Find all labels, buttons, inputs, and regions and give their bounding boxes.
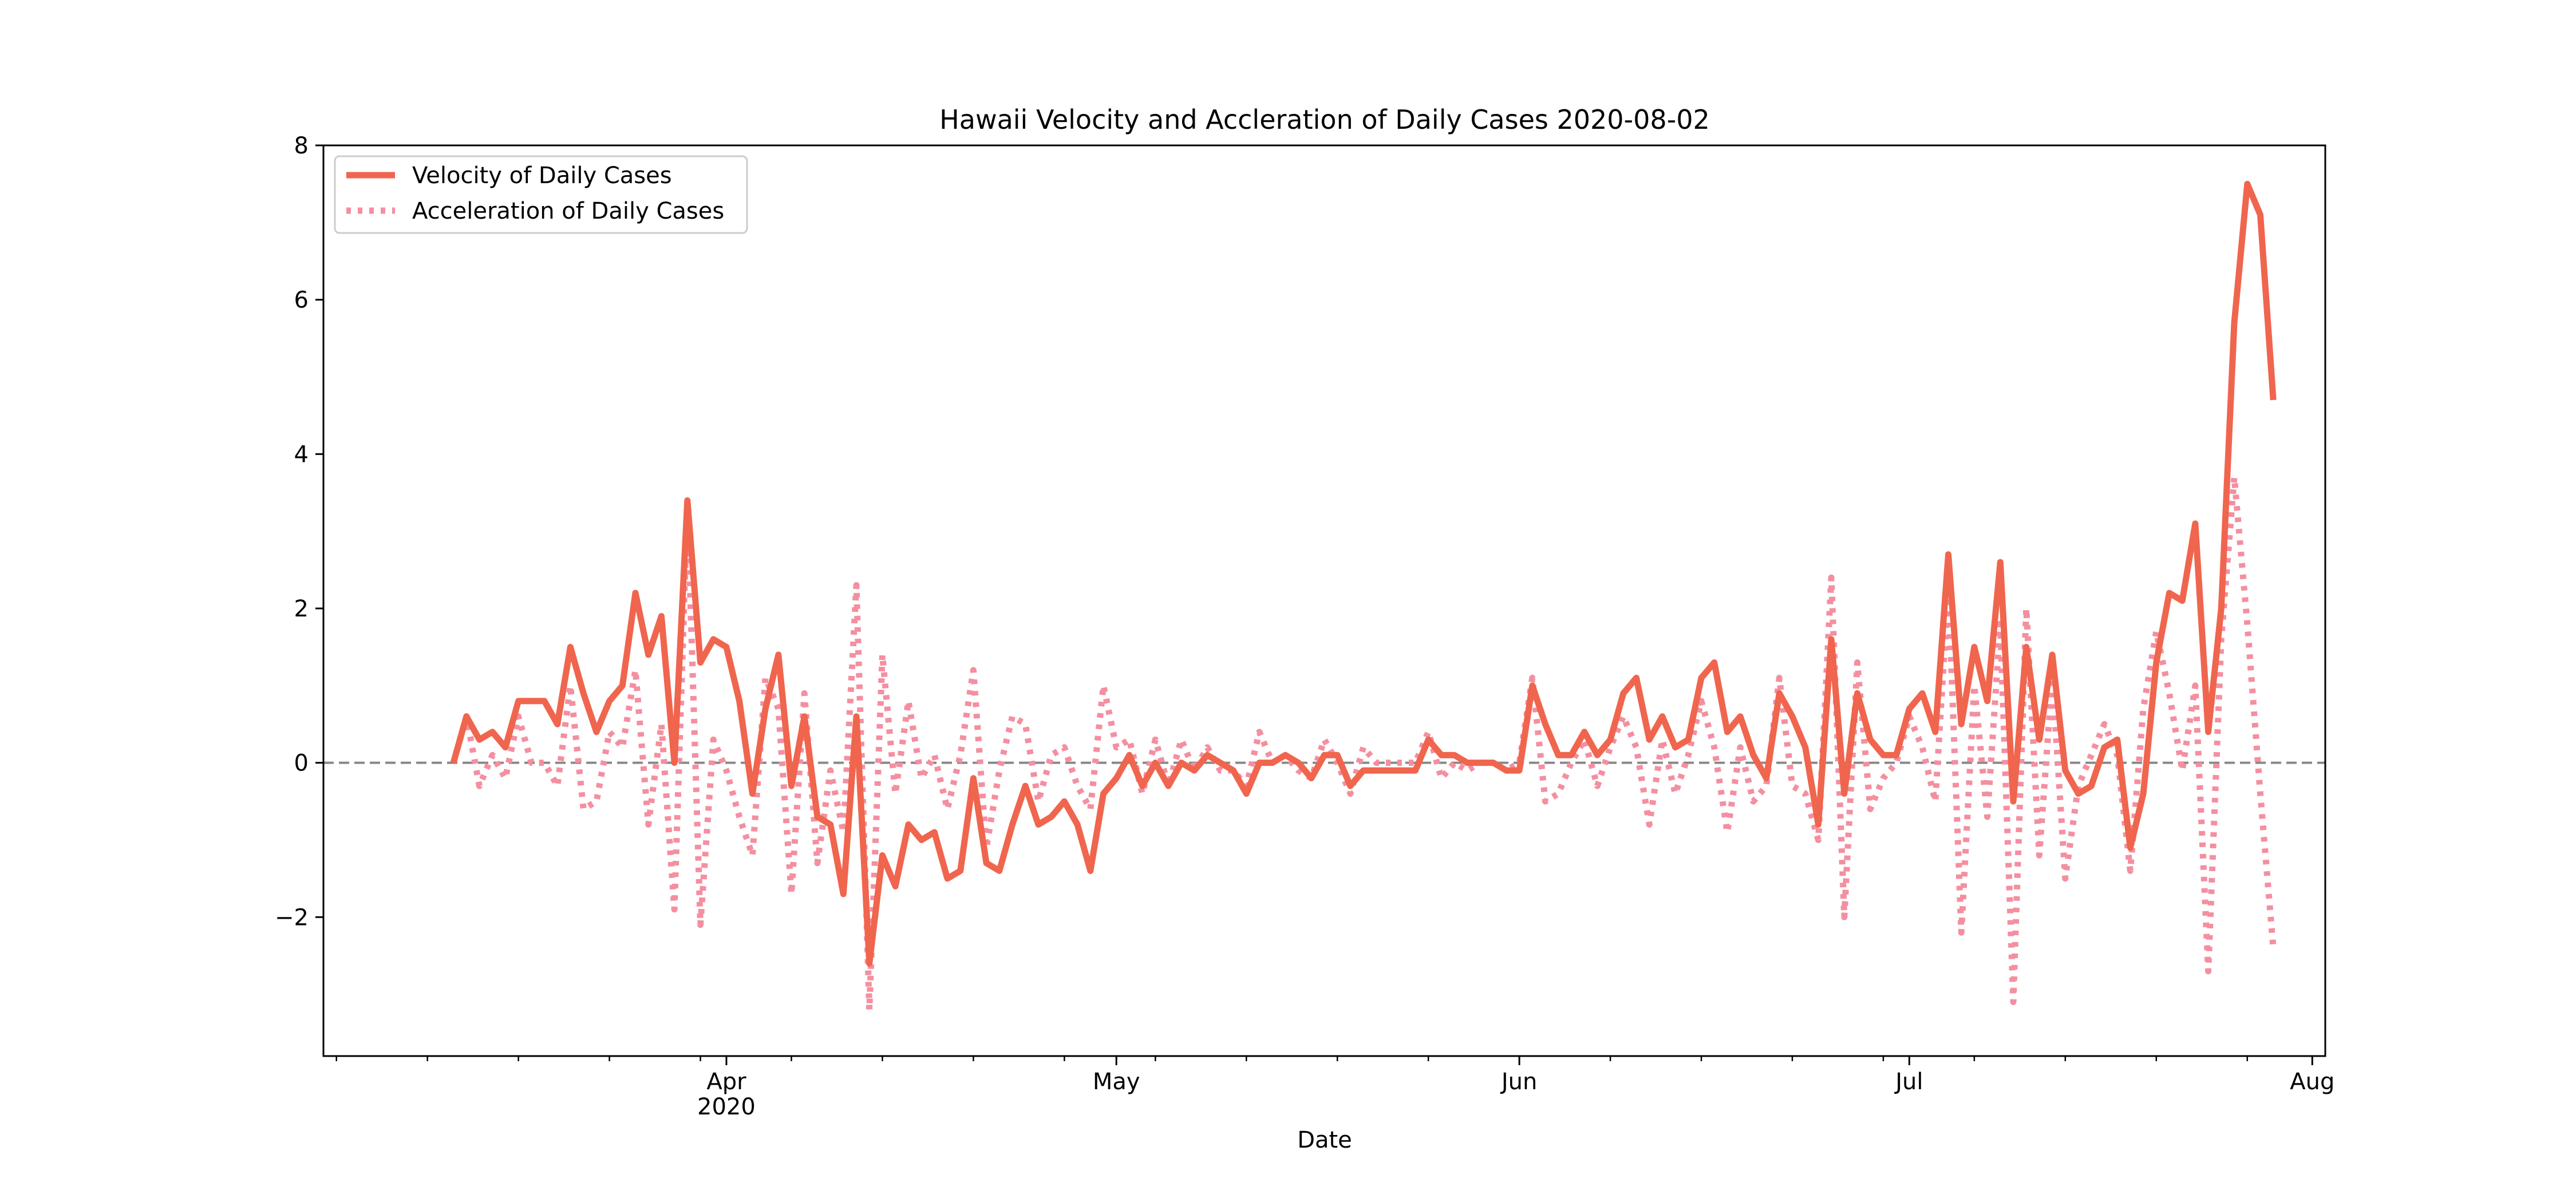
acceleration-series-line xyxy=(450,474,2277,1013)
legend: Velocity of Daily Cases Acceleration of … xyxy=(334,155,748,234)
y-tick-label: 4 xyxy=(294,441,309,468)
x-tick-label: Apr xyxy=(706,1069,746,1095)
plot-area xyxy=(323,180,2325,1013)
x-axis-label: Date xyxy=(1297,1127,1352,1153)
series-group xyxy=(450,180,2277,1013)
x-tick-label: May xyxy=(1093,1069,1140,1095)
y-tick-label: 0 xyxy=(294,750,309,777)
x-tick-label: Aug xyxy=(2290,1069,2334,1095)
x-tick-label: Jun xyxy=(1500,1069,1538,1095)
chart-title: Hawaii Velocity and Accleration of Daily… xyxy=(939,104,1710,135)
y-tick-label: −2 xyxy=(275,904,309,931)
x-tick-sublabel: 2020 xyxy=(697,1094,756,1120)
x-tick-label: Jul xyxy=(1894,1069,1923,1095)
legend-acceleration-label: Acceleration of Daily Cases xyxy=(412,198,724,224)
y-tick-label: 6 xyxy=(294,287,309,314)
plot-frame xyxy=(322,144,2326,1057)
velocity-series-line xyxy=(450,180,2277,967)
y-tick-label: 8 xyxy=(294,133,309,159)
y-tick-label: 2 xyxy=(294,596,309,622)
legend-box xyxy=(334,155,748,234)
legend-velocity-label: Velocity of Daily Cases xyxy=(412,163,672,189)
y-axis: −2 0 2 4 6 8 xyxy=(275,133,323,931)
